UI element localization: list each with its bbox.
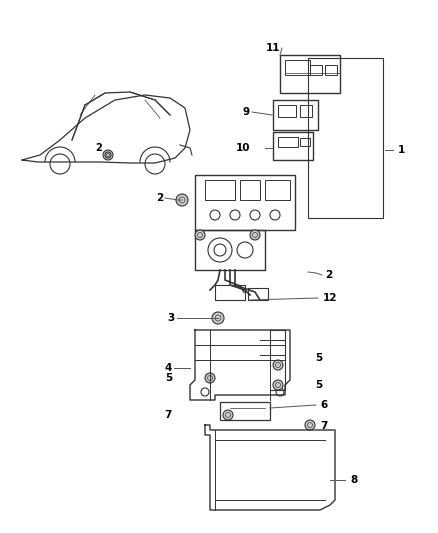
Bar (220, 402, 270, 420)
Bar (300, 138, 310, 146)
Circle shape (212, 312, 224, 324)
Text: 7: 7 (165, 410, 172, 420)
Text: 2: 2 (95, 143, 102, 153)
Bar (265, 180, 290, 200)
Circle shape (105, 152, 111, 158)
Bar (280, 55, 340, 93)
Text: 10: 10 (236, 143, 250, 153)
Bar (278, 105, 296, 117)
Circle shape (273, 380, 283, 390)
Text: 5: 5 (315, 353, 322, 363)
Text: 4: 4 (165, 363, 172, 373)
Circle shape (176, 194, 188, 206)
Text: 9: 9 (243, 107, 250, 117)
Circle shape (103, 150, 113, 160)
Circle shape (223, 410, 233, 420)
Circle shape (195, 230, 205, 240)
Bar (325, 65, 337, 75)
Text: 5: 5 (165, 373, 172, 383)
Bar (310, 65, 322, 75)
Bar (273, 132, 313, 160)
Text: 7: 7 (320, 421, 327, 431)
Text: 12: 12 (323, 293, 338, 303)
Text: 6: 6 (320, 400, 327, 410)
Text: 2: 2 (156, 193, 163, 203)
Bar (273, 100, 318, 130)
Bar (215, 285, 245, 300)
Bar (195, 175, 295, 230)
Circle shape (273, 360, 283, 370)
Circle shape (205, 373, 215, 383)
Text: 1: 1 (398, 145, 405, 155)
Text: 2: 2 (325, 270, 332, 280)
Circle shape (305, 420, 315, 430)
Bar (240, 180, 260, 200)
Text: 3: 3 (168, 313, 175, 323)
Bar (205, 180, 235, 200)
Bar (300, 105, 312, 117)
Text: 5: 5 (315, 380, 322, 390)
Bar (285, 60, 310, 75)
Bar (308, 58, 383, 218)
Text: 8: 8 (350, 475, 357, 485)
Circle shape (250, 230, 260, 240)
Bar (195, 230, 265, 270)
Bar (248, 288, 268, 300)
Text: 11: 11 (265, 43, 280, 53)
Bar (278, 137, 298, 147)
